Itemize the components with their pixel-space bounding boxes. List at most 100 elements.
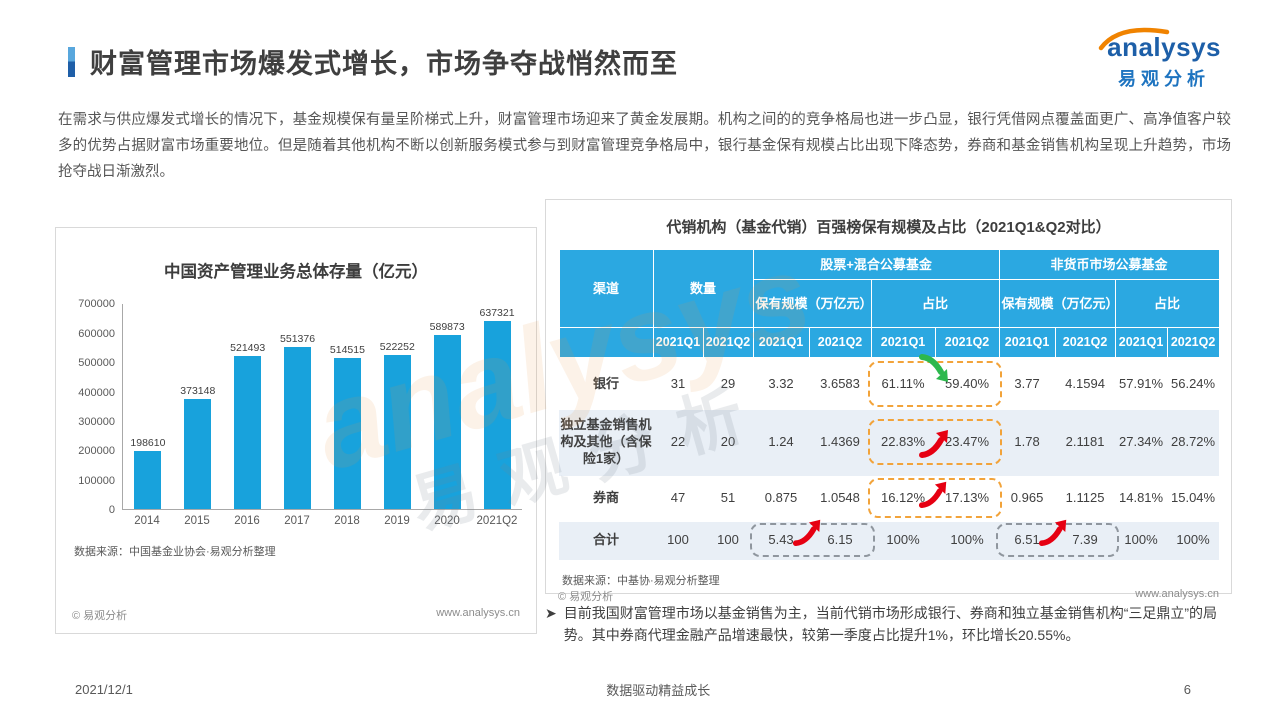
chart-x-axis: 2014 2015 2016 2017 2018 2019 2020 2021Q2	[122, 515, 522, 527]
insight-bullet: ➤ 目前我国财富管理市场以基金销售为主，当前代销市场形成银行、券商和独立基金销售…	[545, 603, 1232, 646]
bar-group: 551376	[276, 333, 320, 510]
table-cell: 59.40%	[944, 375, 990, 391]
bar-group: 589873	[425, 321, 469, 510]
table-cell: 100%	[886, 532, 920, 548]
table-cell: 100%	[950, 532, 984, 548]
col-header-q1: 2021Q1	[1114, 327, 1168, 359]
table-cell: 57.91%	[1119, 375, 1164, 391]
bar	[383, 355, 411, 510]
chart-body: 0 100000 200000 300000 400000 500000 600000 700…	[70, 298, 522, 527]
bar-group: 514515	[325, 344, 369, 510]
x-axis-label: 2014	[134, 515, 160, 528]
insight-text: 目前我国财富管理市场以基金销售为主，当前代销市场形成银行、券商和独立基金销售机构…	[563, 605, 1218, 643]
bar	[333, 358, 361, 510]
table-cell: 1.1125	[1065, 490, 1105, 506]
bar-value-label: 514515	[329, 344, 365, 357]
col-header-q1: 2021Q1	[652, 327, 704, 359]
table-source-note: 数据来源：中基协·易观分析整理	[562, 574, 720, 587]
bar-value-label: 521493	[230, 342, 266, 355]
table-cell: 14.81%	[1119, 490, 1164, 506]
col-header-q2: 2021Q2	[1166, 327, 1220, 359]
table-cell: 100	[667, 532, 689, 548]
bar-value-label: 373148	[180, 385, 216, 398]
table-cell: 1.0548	[820, 490, 860, 506]
table-cell: 3.6583	[820, 375, 860, 391]
y-axis-label: 600000	[78, 327, 115, 340]
table-cell: 1.24	[768, 434, 794, 450]
y-axis-label: 400000	[78, 386, 115, 399]
slide-header: 财富管理市场爆发式增长，市场争夺战悄然而至 analysys 易观分析	[0, 0, 1279, 91]
table-cell: 17.13%	[944, 490, 990, 506]
fund-table-card: 代销机构（基金代销）百强榜保有规模及占比（2021Q1&Q2对比） 渠道 数量	[545, 199, 1232, 603]
table-cell: 16.12%	[880, 490, 926, 506]
x-axis-label: 2017	[284, 515, 310, 528]
bullet-arrow-icon: ➤	[545, 605, 557, 622]
bar	[284, 347, 312, 510]
table-cell: 6.51	[1014, 532, 1040, 548]
table-website-link[interactable]: www.analysys.cn	[1135, 587, 1219, 600]
bar-value-label: 198610	[130, 437, 166, 450]
channel-cell: 独立基金销售机构及其他（含保险1家）	[560, 417, 652, 467]
y-axis-label: 700000	[78, 298, 115, 311]
y-axis-label: 300000	[78, 416, 115, 428]
table-cell: 31	[670, 375, 686, 391]
table-cell: 22	[670, 434, 686, 450]
table-row: 独立基金销售机构及其他（含保险1家） 22 20 1.24 1.4369 22.83% 23…	[559, 409, 1220, 476]
channel-cell: 券商	[592, 490, 619, 506]
table-cell: 0.875	[764, 490, 798, 506]
table-cell: 22.83%	[880, 434, 926, 450]
x-axis-label: 2019	[384, 515, 410, 528]
table-cell: 47	[670, 490, 686, 506]
fund-distribution-table: 渠道 数量 股票+混合公募基金 非货币市场公募基金 保有规模（万亿元） 占比 保…	[558, 249, 1220, 560]
table-title: 代销机构（基金代销）百强榜保有规模及占比（2021Q1&Q2对比）	[666, 219, 1111, 237]
table-row: 合计 100 100 5.43 6.15 100% 100% 6.51 7.39 100% 100%	[559, 521, 1220, 560]
content-area: 中国资产管理业务总体存量（亿元） 0 100000 200000 300000 4000…	[55, 199, 1232, 646]
analysys-logo: analysys 易观分析	[1098, 27, 1221, 91]
bar-group: 373148	[176, 385, 220, 510]
title-row: 财富管理市场爆发式增长，市场争夺战悄然而至	[68, 42, 678, 81]
col-header-group-equity: 股票+混合公募基金	[752, 249, 1000, 281]
right-column: 代销机构（基金代销）百强榜保有规模及占比（2021Q1&Q2对比） 渠道 数量	[545, 199, 1232, 646]
footer-date: 2021/12/1	[75, 682, 133, 697]
table-cell: 27.34%	[1119, 434, 1164, 450]
table-cell: 6.15	[827, 532, 853, 548]
col-header-count: 数量	[652, 249, 754, 329]
page-title: 财富管理市场爆发式增长，市场争夺战悄然而至	[90, 49, 678, 79]
bar-group: 637321	[475, 307, 519, 510]
col-header-scale-2: 保有规模（万亿元）	[998, 279, 1119, 329]
logo-chinese-name: 易观分析	[1118, 69, 1211, 89]
bar-value-label: 551376	[280, 333, 316, 346]
table-cell: 23.47%	[944, 434, 990, 450]
chart-plot-area: 198610 373148 521493 551376 514515 522252 5898…	[122, 304, 522, 511]
chart-copyright: © 易观分析	[72, 610, 128, 623]
bar-group: 521493	[226, 342, 270, 510]
y-axis-label: 500000	[78, 357, 115, 370]
bar	[234, 356, 262, 510]
table-card-footer: © 易观分析 www.analysys.cn	[556, 588, 1221, 606]
col-header-share-1: 占比	[870, 279, 1000, 329]
channel-cell: 银行	[592, 375, 619, 391]
table-cell: 7.39	[1072, 532, 1098, 548]
table-cell: 20	[720, 434, 736, 450]
chart-y-axis: 0 100000 200000 300000 400000 500000 600000 700…	[70, 298, 122, 516]
bar	[134, 451, 162, 510]
bar	[483, 321, 511, 510]
table-cell: 0.965	[1010, 490, 1044, 506]
footer-slogan: 数据驱动精益成长	[606, 683, 711, 698]
channel-cell: 合计	[592, 532, 619, 548]
bar	[184, 399, 212, 510]
y-axis-label: 200000	[78, 445, 115, 458]
bar-group: 522252	[375, 341, 419, 510]
table-cell: 100%	[1176, 532, 1210, 548]
table-cell: 29	[720, 375, 736, 391]
bar-value-label: 589873	[429, 321, 465, 334]
table-cell: 3.77	[1014, 375, 1040, 391]
title-accent-bar	[68, 46, 75, 77]
chart-source-note: 数据来源：中国基金业协会·易观分析整理	[74, 546, 276, 559]
col-header-group-nonmoney: 非货币市场公募基金	[998, 249, 1220, 281]
x-axis-label: 2021Q2	[476, 515, 518, 528]
chart-website-link[interactable]: www.analysys.cn	[436, 607, 520, 620]
table-cell: 5.43	[768, 532, 794, 548]
bar-group: 198610	[126, 437, 170, 510]
table-cell: 1.4369	[820, 434, 860, 450]
